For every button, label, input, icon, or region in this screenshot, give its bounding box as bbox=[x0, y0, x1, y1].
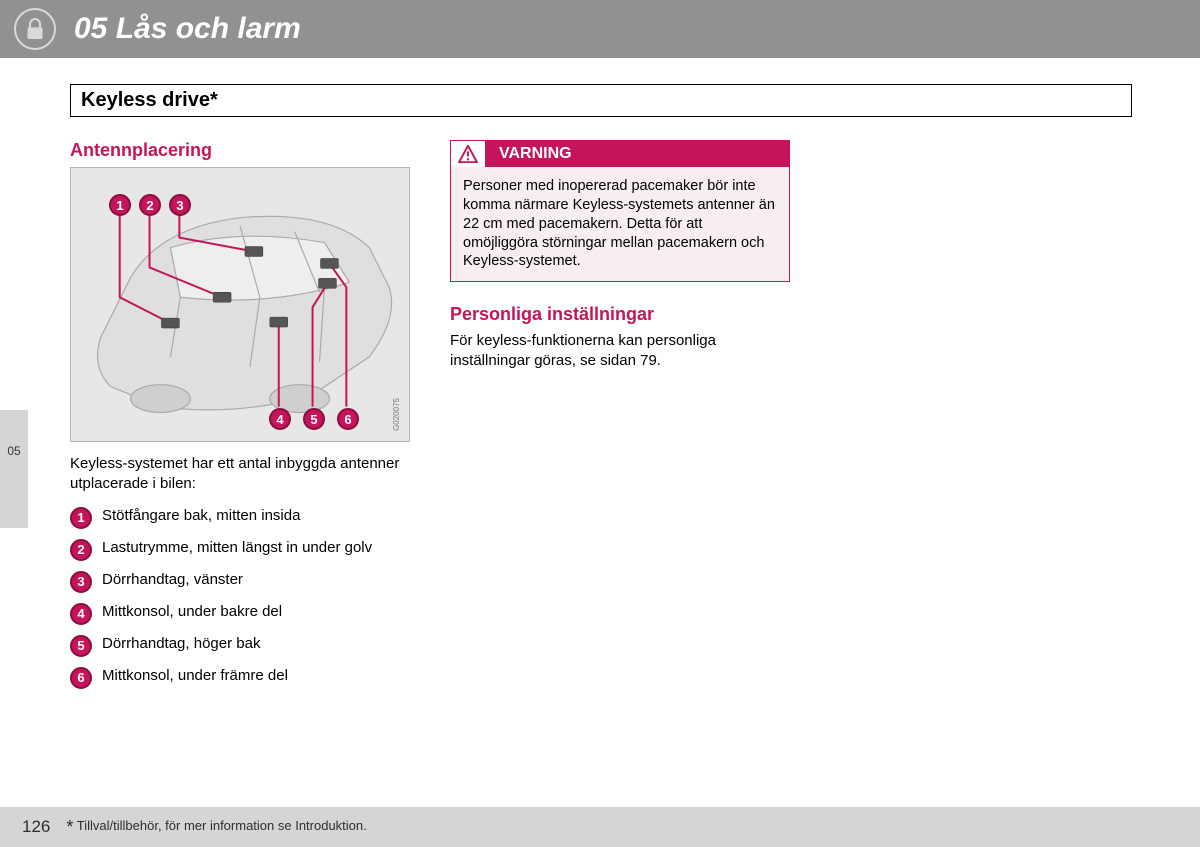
list-text: Dörrhandtag, höger bak bbox=[102, 635, 260, 652]
diagram-marker: 6 bbox=[337, 408, 359, 430]
footer-bar: 126 * Tillval/tillbehör, för mer informa… bbox=[0, 807, 1200, 847]
warning-title: VARNING bbox=[499, 145, 572, 163]
list-item: 6 Mittkonsol, under främre del bbox=[70, 667, 410, 689]
list-bullet: 6 bbox=[70, 667, 92, 689]
side-tab: 05 bbox=[0, 410, 28, 528]
intro-text: Keyless-systemet har ett antal inbyggda … bbox=[70, 454, 410, 495]
list-text: Mittkonsol, under främre del bbox=[102, 667, 288, 684]
diagram-marker: 4 bbox=[269, 408, 291, 430]
footnote-text: Tillval/tillbehör, för mer information s… bbox=[77, 818, 367, 833]
list-bullet: 4 bbox=[70, 603, 92, 625]
warning-box: VARNING Personer med inopererad pacemake… bbox=[450, 140, 790, 282]
diagram-marker: 5 bbox=[303, 408, 325, 430]
column-middle: VARNING Personer med inopererad pacemake… bbox=[450, 140, 790, 699]
list-bullet: 2 bbox=[70, 539, 92, 561]
list-item: 4 Mittkonsol, under bakre del bbox=[70, 603, 410, 625]
list-item: 3 Dörrhandtag, vänster bbox=[70, 571, 410, 593]
diagram-marker: 3 bbox=[169, 194, 191, 216]
side-tab-label: 05 bbox=[7, 444, 20, 458]
diagram-marker: 2 bbox=[139, 194, 161, 216]
footnote: * Tillval/tillbehör, för mer information… bbox=[66, 817, 366, 838]
list-bullet: 1 bbox=[70, 507, 92, 529]
section-bar-title: Keyless drive* bbox=[81, 89, 1121, 112]
antenna-list: 1 Stötfångare bak, mitten insida 2 Lastutry… bbox=[70, 507, 410, 689]
page-number: 126 bbox=[22, 817, 50, 837]
list-bullet: 5 bbox=[70, 635, 92, 657]
list-bullet: 3 bbox=[70, 571, 92, 593]
list-item: 5 Dörrhandtag, höger bak bbox=[70, 635, 410, 657]
column-left: Antennplacering 123456 G0200 bbox=[70, 140, 410, 699]
list-item: 1 Stötfångare bak, mitten insida bbox=[70, 507, 410, 529]
lock-icon bbox=[14, 8, 56, 50]
diagram-code: G020075 bbox=[392, 398, 401, 431]
settings-body: För keyless-funktionerna kan personliga … bbox=[450, 331, 790, 372]
warning-triangle-icon bbox=[451, 141, 489, 167]
section-bar: Keyless drive* bbox=[70, 84, 1132, 117]
warning-body: Personer med inopererad pacemaker bör in… bbox=[451, 167, 789, 281]
diagram-marker: 1 bbox=[109, 194, 131, 216]
column-right bbox=[830, 140, 1132, 699]
list-text: Stötfångare bak, mitten insida bbox=[102, 507, 300, 524]
list-item: 2 Lastutrymme, mitten längst in under gol… bbox=[70, 539, 410, 561]
list-text: Mittkonsol, under bakre del bbox=[102, 603, 282, 620]
chapter-title: 05 Lås och larm bbox=[74, 12, 301, 46]
chapter-header: 05 Lås och larm bbox=[0, 0, 1200, 58]
list-text: Lastutrymme, mitten längst in under golv bbox=[102, 539, 372, 556]
section-title-settings: Personliga inställningar bbox=[450, 304, 790, 325]
section-title-antenna: Antennplacering bbox=[70, 140, 410, 161]
list-text: Dörrhandtag, vänster bbox=[102, 571, 243, 588]
antenna-diagram: 123 456 G020075 bbox=[70, 167, 410, 442]
asterisk-icon: * bbox=[66, 817, 73, 837]
content-area: Antennplacering 123456 G0200 bbox=[70, 140, 1132, 699]
warning-header: VARNING bbox=[451, 141, 789, 167]
